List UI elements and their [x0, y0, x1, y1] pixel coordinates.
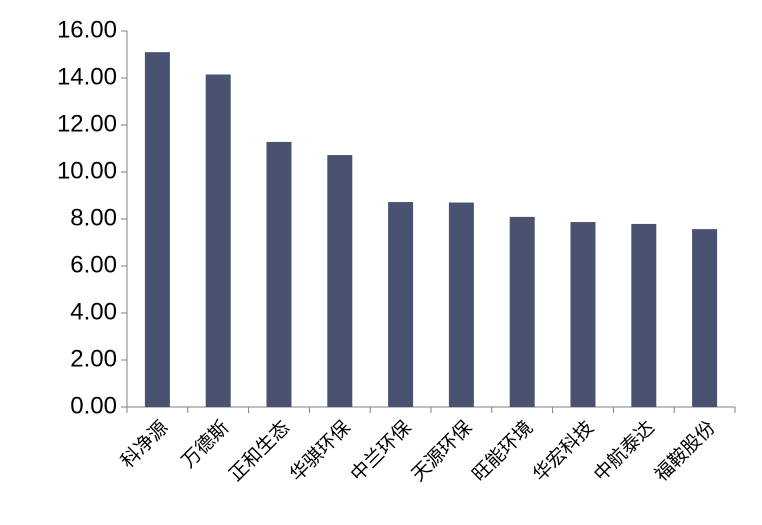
- y-tick-label: 4.00: [70, 298, 117, 325]
- bar: [327, 155, 353, 407]
- x-tick-label: 华骐环保: [286, 417, 355, 486]
- x-tick-label: 华宏科技: [529, 417, 598, 486]
- bar: [144, 52, 170, 408]
- bar: [570, 222, 596, 407]
- x-tick-label: 旺能环境: [468, 417, 537, 486]
- bar: [448, 202, 474, 407]
- x-tick-label: 正和生态: [225, 417, 294, 486]
- x-tick-label: 科净源: [117, 417, 173, 473]
- x-tick-label: 中航泰达: [590, 417, 659, 486]
- bar: [266, 141, 292, 408]
- y-tick-label: 2.00: [70, 345, 117, 372]
- y-tick-label: 12.00: [57, 110, 117, 137]
- y-tick-label: 0.00: [70, 392, 117, 419]
- x-tick-label: 万德斯: [177, 417, 233, 473]
- x-tick-label: 福鞍股份: [650, 417, 719, 486]
- x-tick-label: 天源环保: [407, 417, 476, 486]
- y-tick-label: 14.00: [57, 63, 117, 90]
- y-tick-label: 10.00: [57, 157, 117, 184]
- bar: [388, 202, 414, 407]
- x-tick-label: 中兰环保: [346, 417, 415, 486]
- bar: [692, 229, 718, 407]
- bar: [509, 216, 535, 407]
- y-tick-label: 6.00: [70, 251, 117, 278]
- y-tick-label: 8.00: [70, 204, 117, 231]
- bar: [631, 223, 657, 407]
- y-tick-label: 16.00: [57, 16, 117, 43]
- bar: [205, 74, 231, 407]
